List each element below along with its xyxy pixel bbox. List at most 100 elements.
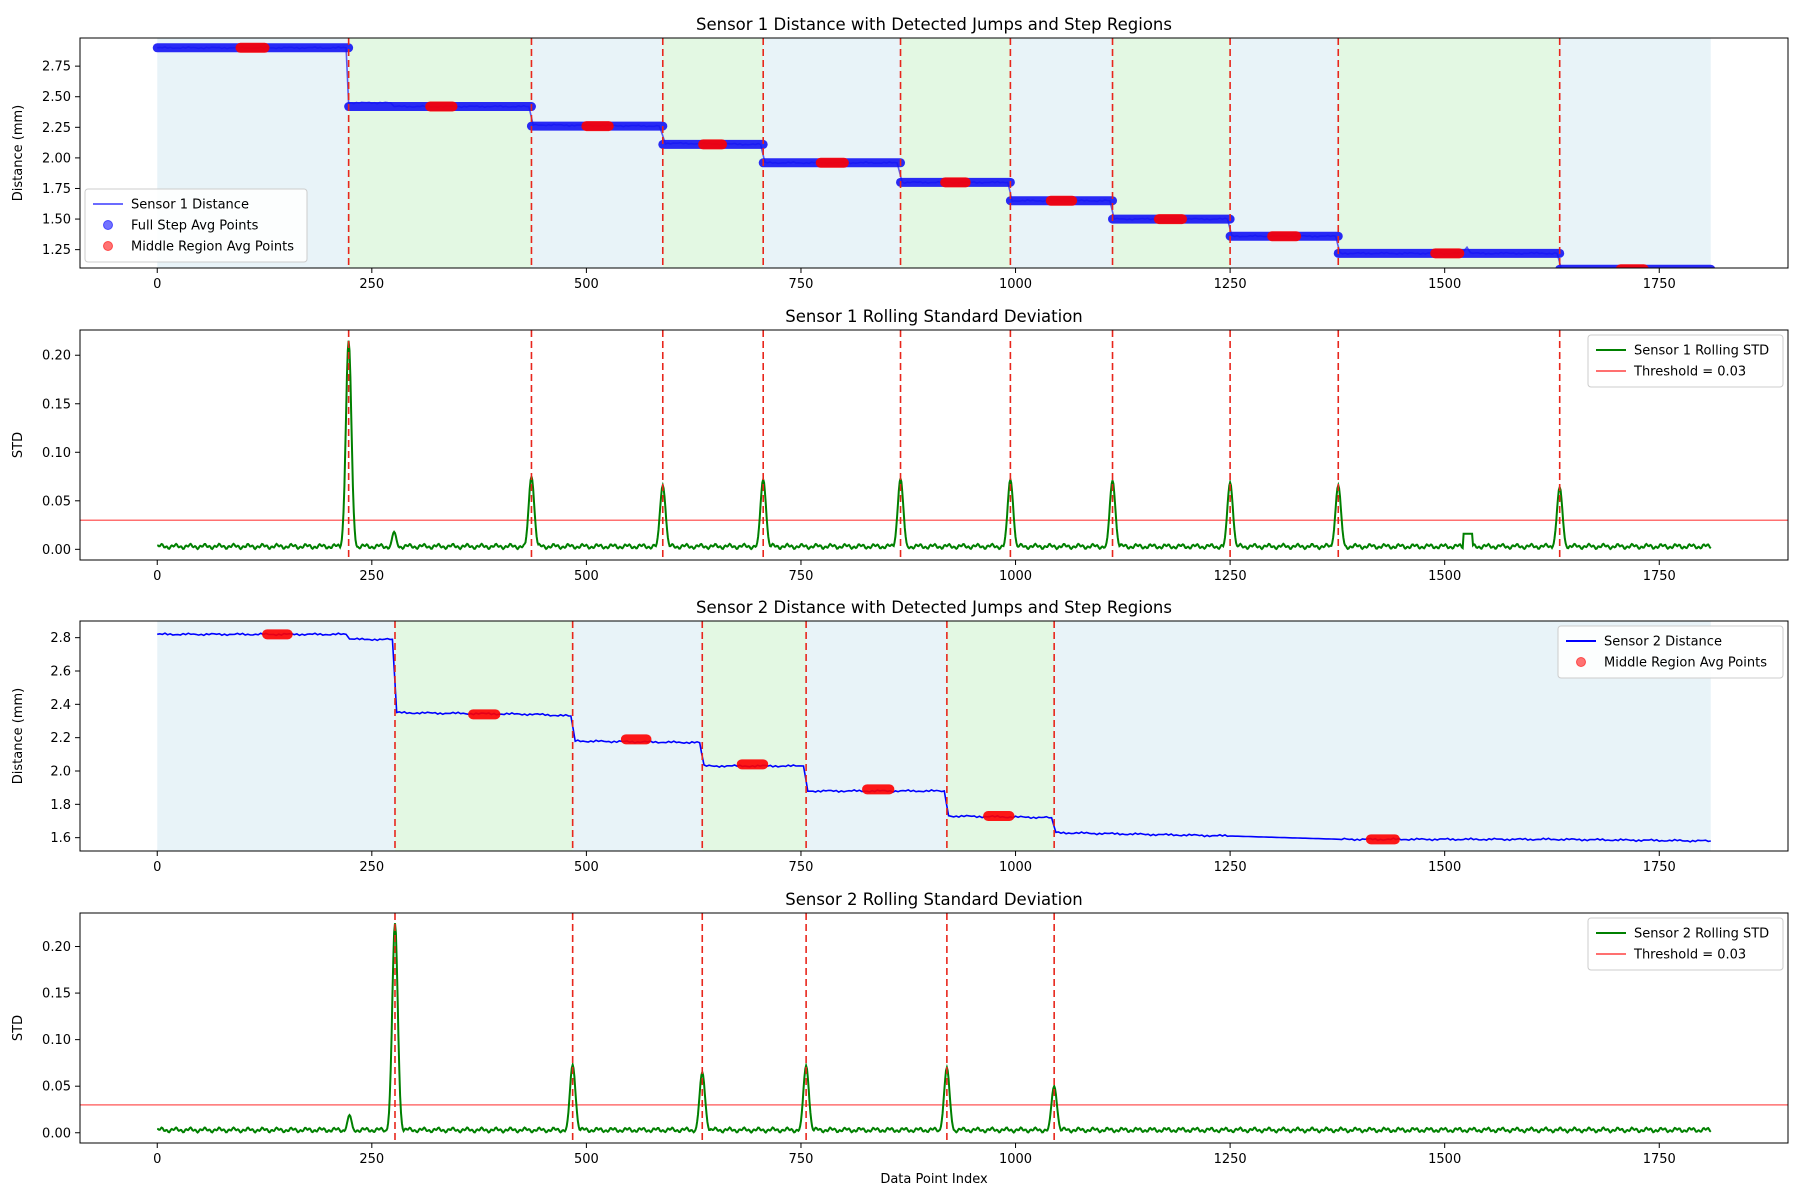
step-region: [531, 38, 663, 268]
x-tick-label: 1250: [1214, 1152, 1247, 1167]
legend-label: Sensor 2 Distance: [1604, 635, 1722, 650]
plot-area: [80, 330, 1788, 560]
legend-label: Threshold = 0.03: [1633, 948, 1746, 963]
y-tick-label: 1.50: [42, 213, 71, 228]
y-tick-label: 2.2: [50, 731, 71, 746]
x-tick-label: 1750: [1643, 569, 1676, 584]
y-tick-label: 0.15: [42, 397, 71, 412]
axes-frame: [79, 37, 1789, 269]
x-tick-label: 1250: [1214, 569, 1247, 584]
y-tick-label: 2.4: [50, 698, 71, 713]
x-tick-label: 1250: [1214, 277, 1247, 292]
y-tick-label: 2.0: [50, 765, 71, 780]
middle-region-avg-points: [262, 629, 1400, 845]
x-tick-label: 250: [359, 277, 384, 292]
y-axis-label: Distance (mm): [11, 688, 26, 784]
y-tick-label: 0.05: [42, 494, 71, 509]
chart-title: Sensor 2 Rolling Standard Deviation: [785, 890, 1083, 909]
step-region: [1559, 38, 1711, 268]
legend-label: Threshold = 0.03: [1633, 365, 1746, 380]
y-tick-label: 0.10: [42, 1033, 71, 1048]
y-tick-label: 1.8: [50, 798, 71, 813]
x-tick-label: 500: [574, 569, 599, 584]
step-region: [157, 621, 395, 851]
x-tick-label: 1750: [1643, 277, 1676, 292]
legend-box: [84, 188, 308, 263]
legend: Sensor 2 Rolling STD Threshold = 0.03: [1587, 917, 1784, 971]
legend-swatch-dot: [103, 220, 113, 230]
x-tick-label: 1500: [1428, 277, 1461, 292]
x-tick-label: 750: [789, 277, 814, 292]
x-tick-label: 500: [574, 860, 599, 875]
axes-frame: [79, 620, 1789, 852]
legend-box: [1557, 625, 1784, 679]
x-tick-label: 750: [789, 569, 814, 584]
legend-box: [1587, 917, 1784, 971]
step-region: [1010, 38, 1113, 268]
x-tick-label: 500: [574, 1152, 599, 1167]
y-tick-label: 2.75: [42, 60, 71, 75]
legend-swatch-dot: [1576, 657, 1586, 667]
x-tick-label: 1000: [999, 1152, 1032, 1167]
x-tick-label: 500: [574, 277, 599, 292]
y-tick-label: 0.00: [42, 543, 71, 558]
y-tick-label: 2.50: [42, 90, 71, 105]
step-region: [900, 38, 1011, 268]
legend-label: Middle Region Avg Points: [131, 240, 294, 255]
panel-2: 0 250 500 750 1000 1250 1500 1750 0.00 0.05 0.10 0.…: [11, 307, 1789, 584]
y-axis-label: STD: [11, 1015, 26, 1041]
panel-3: 0 250 500 750 1000 1250 1500 1750 1.6 1.8 2.0 2.2 2.…: [11, 598, 1789, 875]
y-tick-label: 0.05: [42, 1080, 71, 1095]
y-tick-label: 0.20: [42, 349, 71, 364]
rolling-std-line: [156, 340, 1712, 551]
panel-4: 0 250 500 750 1000 1250 1500 1750 0.00 0.05 0.10 0.…: [11, 890, 1789, 1187]
chart-title: Sensor 2 Distance with Detected Jumps an…: [696, 598, 1172, 617]
x-tick-label: 1000: [999, 569, 1032, 584]
x-tick-label: 1500: [1428, 1152, 1461, 1167]
y-tick-label: 2.00: [42, 151, 71, 166]
plot-area: [152, 38, 1716, 268]
x-tick-label: 1000: [999, 277, 1032, 292]
step-region: [662, 38, 764, 268]
y-tick-label: 2.25: [42, 121, 71, 136]
x-tick-label: 250: [359, 860, 384, 875]
y-tick-label: 1.6: [50, 831, 71, 846]
x-tick-label: 1750: [1643, 860, 1676, 875]
x-tick-label: 0: [153, 277, 161, 292]
axes-frame: [79, 329, 1789, 561]
legend-label: Full Step Avg Points: [131, 219, 259, 234]
legend: Sensor 1 Rolling STD Threshold = 0.03: [1587, 334, 1784, 388]
step-region: [1230, 38, 1339, 268]
legend-label: Middle Region Avg Points: [1604, 656, 1767, 671]
x-tick-label: 0: [153, 860, 161, 875]
y-tick-label: 0.00: [42, 1126, 71, 1141]
legend-label: Sensor 2 Rolling STD: [1634, 927, 1769, 942]
y-tick-label: 2.8: [50, 631, 71, 646]
legend-label: Sensor 1 Rolling STD: [1634, 344, 1769, 359]
x-tick-label: 0: [153, 569, 161, 584]
x-tick-label: 1500: [1428, 860, 1461, 875]
x-tick-label: 0: [153, 1152, 161, 1167]
y-tick-label: 0.15: [42, 987, 71, 1002]
step-region: [806, 621, 947, 851]
legend-swatch-dot: [103, 241, 113, 251]
step-region: [1338, 38, 1560, 268]
panel-1: 0 250 500 750 1000 1250 1500 1750 1.25 1.50 1.75 2.…: [11, 15, 1789, 292]
step-region: [702, 621, 807, 851]
x-tick-label: 750: [789, 860, 814, 875]
rolling-std-line: [156, 923, 1712, 1134]
plot-area: [157, 621, 1711, 851]
x-tick-label: 250: [359, 1152, 384, 1167]
chart-title: Sensor 1 Distance with Detected Jumps an…: [696, 15, 1172, 34]
x-tick-label: 750: [789, 1152, 814, 1167]
legend: Sensor 1 Distance Full Step Avg Points Mid…: [84, 188, 308, 263]
y-tick-label: 0.20: [42, 940, 71, 955]
distance-line: [157, 632, 1711, 843]
step-region: [763, 38, 901, 268]
y-tick-label: 2.6: [50, 665, 71, 680]
legend-box: [1587, 334, 1784, 388]
middle-region-avg-points: [235, 42, 1649, 268]
y-tick-label: 1.75: [42, 182, 71, 197]
step-region: [348, 38, 532, 268]
